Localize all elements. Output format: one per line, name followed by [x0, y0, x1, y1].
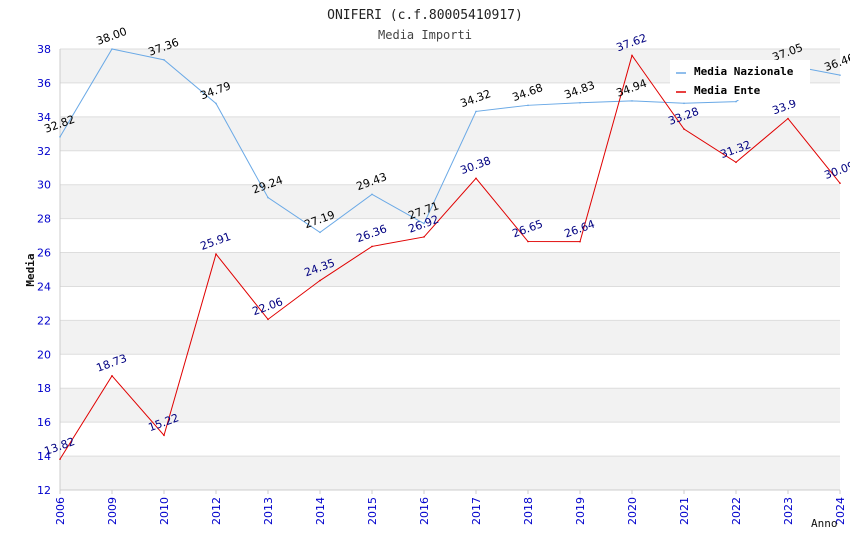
- y-tick-label: 16: [37, 416, 51, 429]
- data-label: 38.00: [95, 25, 129, 48]
- band: [60, 184, 840, 219]
- series-point: [631, 100, 633, 102]
- series-point: [579, 101, 581, 104]
- y-tick-label: 24: [37, 280, 51, 293]
- y-tick-label: 32: [37, 145, 51, 158]
- series-point: [371, 245, 373, 248]
- x-tick-label: 2019: [574, 497, 587, 525]
- data-label: 25.91: [199, 230, 233, 253]
- chart-subtitle: Media Importi: [378, 28, 472, 42]
- legend-label-media-ente: Media Ente: [694, 84, 761, 97]
- legend-box: [670, 60, 810, 100]
- series-point: [579, 240, 581, 243]
- data-label: 26.65: [511, 217, 545, 240]
- series-point: [527, 104, 529, 107]
- y-axis-label: Media: [24, 253, 37, 286]
- series-point: [839, 182, 841, 184]
- x-tick-label: 2006: [54, 497, 67, 525]
- x-tick-label: 2024: [834, 497, 847, 525]
- x-tick-label: 2016: [418, 497, 431, 525]
- series-point: [683, 128, 685, 130]
- series-point: [111, 48, 113, 50]
- band: [60, 320, 840, 355]
- series-point: [319, 279, 321, 282]
- series-point: [423, 222, 425, 225]
- data-label: 34.68: [511, 81, 545, 104]
- y-tick-label: 18: [37, 382, 51, 395]
- series-point: [683, 102, 685, 105]
- series-layer: [59, 48, 841, 460]
- band: [60, 252, 840, 287]
- x-tick-label: 2014: [314, 497, 327, 525]
- series-point: [215, 102, 217, 105]
- series-point: [59, 458, 61, 460]
- y-tick-label: 34: [37, 111, 51, 124]
- series-point: [163, 59, 165, 61]
- y-tick-label: 36: [37, 77, 51, 90]
- x-axis-label: Anno: [811, 517, 838, 530]
- y-tick-label: 30: [37, 179, 51, 192]
- y-tick-label: 28: [37, 213, 51, 226]
- y-tick-label: 22: [37, 314, 51, 327]
- data-label: 30.38: [459, 154, 493, 177]
- x-tick-label: 2010: [158, 497, 171, 525]
- x-tick-label: 2022: [730, 497, 743, 525]
- series-point: [423, 236, 425, 238]
- x-tick-label: 2018: [522, 497, 535, 525]
- legend: Media Nazionale Media Ente: [670, 60, 810, 100]
- series-point: [527, 240, 529, 243]
- chart-title: ONIFERI (c.f.80005410917): [327, 8, 523, 23]
- y-tick-label: 12: [37, 484, 51, 497]
- series-point: [319, 231, 321, 234]
- data-label: 30.09: [823, 159, 850, 182]
- band: [60, 388, 840, 423]
- x-tick-label: 2009: [106, 497, 119, 525]
- data-label: 18.73: [95, 352, 129, 375]
- band: [60, 116, 840, 151]
- series-line-media-nazionale: [59, 48, 841, 233]
- data-label: 26.64: [563, 218, 597, 241]
- series-point: [735, 100, 737, 103]
- legend-label-media-nazionale: Media Nazionale: [694, 65, 794, 78]
- series-point: [267, 318, 269, 321]
- y-tick-label: 20: [37, 348, 51, 361]
- series-point: [59, 136, 61, 138]
- data-label: 34.32: [459, 87, 493, 110]
- y-tick-label: 14: [37, 450, 51, 463]
- x-tick-label: 2012: [210, 497, 223, 525]
- data-label: 26.36: [355, 222, 389, 245]
- series-point: [111, 375, 113, 377]
- series-line-media-ente: [59, 54, 841, 460]
- y-tick-label: 26: [37, 247, 51, 260]
- x-tick-label: 2021: [678, 497, 691, 525]
- series-point: [839, 74, 841, 76]
- data-label: 22.06: [251, 295, 285, 318]
- series-point: [163, 434, 165, 437]
- x-tick-label: 2023: [782, 497, 795, 525]
- series-point: [475, 177, 477, 180]
- series-point: [215, 253, 217, 255]
- x-tick-label: 2020: [626, 497, 639, 525]
- band: [60, 456, 840, 490]
- y-tick-label: 38: [37, 43, 51, 56]
- y-axis: 12 14 16 18 20 22 24 26 28 30 32 34 36 38: [37, 43, 61, 497]
- x-axis: 2006 2009 2010 2012 2013 2014 2015 2016 2017 2018…: [54, 489, 847, 525]
- x-tick-label: 2017: [470, 497, 483, 525]
- series-point: [735, 161, 737, 164]
- series-point: [787, 117, 789, 120]
- background-bands: [60, 49, 840, 490]
- series-point: [267, 196, 269, 199]
- series-point: [371, 193, 373, 196]
- x-tick-label: 2015: [366, 497, 379, 525]
- series-point: [475, 110, 477, 113]
- x-tick-label: 2013: [262, 497, 275, 525]
- series-point: [631, 54, 633, 57]
